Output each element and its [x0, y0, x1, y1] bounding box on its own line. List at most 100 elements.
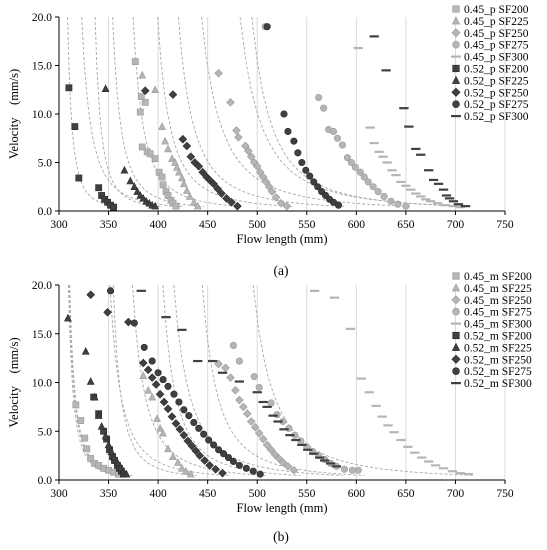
point-b-7-20 — [211, 464, 220, 474]
point-b-8-9 — [180, 406, 188, 414]
y-tick-label-b-1: 5.0 — [38, 426, 53, 438]
chart-panel-b: 300 350 400 450 500 550 600 650 700 750 0.0 5.0 10.0… — [7, 271, 532, 515]
point-b-6-6 — [101, 431, 110, 440]
point-b-8-22 — [249, 467, 257, 475]
point-b-6-4 — [94, 411, 103, 419]
trend-line-a-6 — [94, 16, 162, 208]
point-b-8-1 — [130, 319, 138, 327]
point-b-9-18 — [315, 456, 325, 459]
point-a-9-13 — [453, 203, 464, 206]
point-b-3-3 — [255, 383, 263, 391]
point-b-8-3 — [148, 357, 156, 365]
point-a-7-6 — [194, 162, 204, 171]
point-b-2-3 — [231, 386, 240, 395]
point-a-9-5 — [416, 153, 426, 156]
point-b-0-4 — [87, 455, 95, 462]
x-tick-label-a-600: 600 — [348, 219, 366, 231]
point-a-9-11 — [444, 197, 455, 200]
point-a-2-16 — [282, 201, 292, 211]
point-b-4-10 — [403, 445, 413, 448]
legend-marker-a-0 — [452, 5, 460, 13]
point-a-9-3 — [404, 125, 414, 128]
legend-label-a-5: 0.52_p SF200 — [464, 64, 529, 76]
point-a-4-15 — [432, 202, 443, 205]
point-b-8-4 — [154, 369, 162, 377]
point-b-6-7 — [104, 440, 113, 449]
point-b-6-5 — [97, 421, 106, 430]
point-b-8-2 — [140, 343, 148, 351]
legend-label-a-6: 0.52_p SF225 — [464, 75, 529, 87]
point-a-0-2 — [141, 98, 149, 106]
point-b-8-19 — [229, 457, 237, 466]
caption-b: (b) — [273, 529, 289, 544]
point-a-7-14 — [227, 197, 236, 207]
point-a-2-0 — [214, 68, 223, 78]
point-a-7-12 — [217, 189, 226, 198]
point-b-6-3 — [90, 392, 99, 401]
point-b-4-2 — [345, 327, 356, 330]
point-b-7-10 — [167, 412, 177, 421]
point-b-8-16 — [215, 446, 223, 454]
point-a-5-8 — [110, 203, 117, 211]
point-b-2-9 — [254, 428, 264, 438]
point-b-7-4 — [143, 365, 153, 375]
point-b-9-14 — [291, 438, 301, 442]
point-a-4-12 — [416, 195, 426, 198]
trend-line-b-5 — [68, 284, 130, 477]
point-b-4-0 — [310, 289, 320, 292]
legend-marker-b-7 — [451, 354, 461, 364]
trend-line-b-9 — [173, 284, 343, 476]
legend-marker-b-0 — [452, 272, 460, 280]
point-a-3-6 — [338, 141, 347, 149]
y-axis-title-a: Velocity (mm/s) — [7, 69, 21, 159]
point-a-4-1 — [365, 126, 375, 129]
point-b-7-19 — [205, 461, 214, 470]
point-a-8-6 — [302, 166, 310, 174]
trend-line-a-1 — [112, 16, 204, 208]
point-a-3-10 — [356, 168, 364, 176]
point-a-7-0 — [140, 86, 150, 96]
legend-label-b-2: 0.45_m SF250 — [464, 295, 532, 307]
point-a-1-9 — [177, 173, 186, 182]
trend-line-a-9 — [239, 16, 472, 207]
point-a-7-7 — [198, 167, 208, 177]
point-b-8-18 — [224, 454, 233, 462]
x-tick-label-a-650: 650 — [397, 219, 415, 231]
point-a-4-10 — [406, 188, 416, 191]
point-a-3-1 — [315, 93, 323, 102]
point-a-3-5 — [333, 134, 342, 142]
point-a-0-0 — [131, 58, 139, 66]
x-tick-label-b-400: 400 — [149, 488, 167, 500]
point-a-9-6 — [424, 169, 434, 172]
point-a-7-13 — [222, 194, 231, 203]
point-b-9-11 — [273, 420, 283, 423]
point-a-4-5 — [382, 161, 392, 164]
legend-marker-b-2 — [451, 295, 461, 305]
point-b-9-12 — [279, 428, 289, 431]
point-b-1-8 — [174, 458, 182, 466]
point-a-3-11 — [360, 173, 368, 181]
point-a-8-3 — [290, 137, 298, 145]
point-a-3-15 — [380, 192, 388, 201]
point-b-6-2 — [86, 377, 95, 385]
x-tick-label-a-350: 350 — [100, 219, 118, 231]
point-b-2-16 — [283, 462, 293, 471]
legend-marker-b-1 — [451, 283, 461, 292]
trend-line-a-8 — [177, 16, 345, 207]
point-a-7-2 — [178, 134, 188, 144]
y-tick-label-a-2: 10.0 — [32, 109, 52, 121]
point-b-7-11 — [171, 419, 181, 428]
point-b-9-3 — [193, 359, 203, 363]
point-a-3-16 — [387, 197, 395, 205]
legend-label-b-3: 0.45_m SF275 — [464, 307, 532, 319]
point-b-1-10 — [181, 466, 190, 475]
point-b-6-11 — [116, 462, 125, 471]
point-a-1-8 — [175, 167, 183, 176]
legend-marker-a-8 — [452, 100, 460, 108]
point-b-4-13 — [424, 460, 434, 463]
point-b-3-0 — [229, 341, 237, 350]
point-a-9-9 — [438, 188, 449, 191]
point-b-4-11 — [410, 451, 420, 454]
point-a-3-17 — [394, 200, 402, 208]
legend-label-a-1: 0.45_p SF225 — [464, 16, 529, 28]
